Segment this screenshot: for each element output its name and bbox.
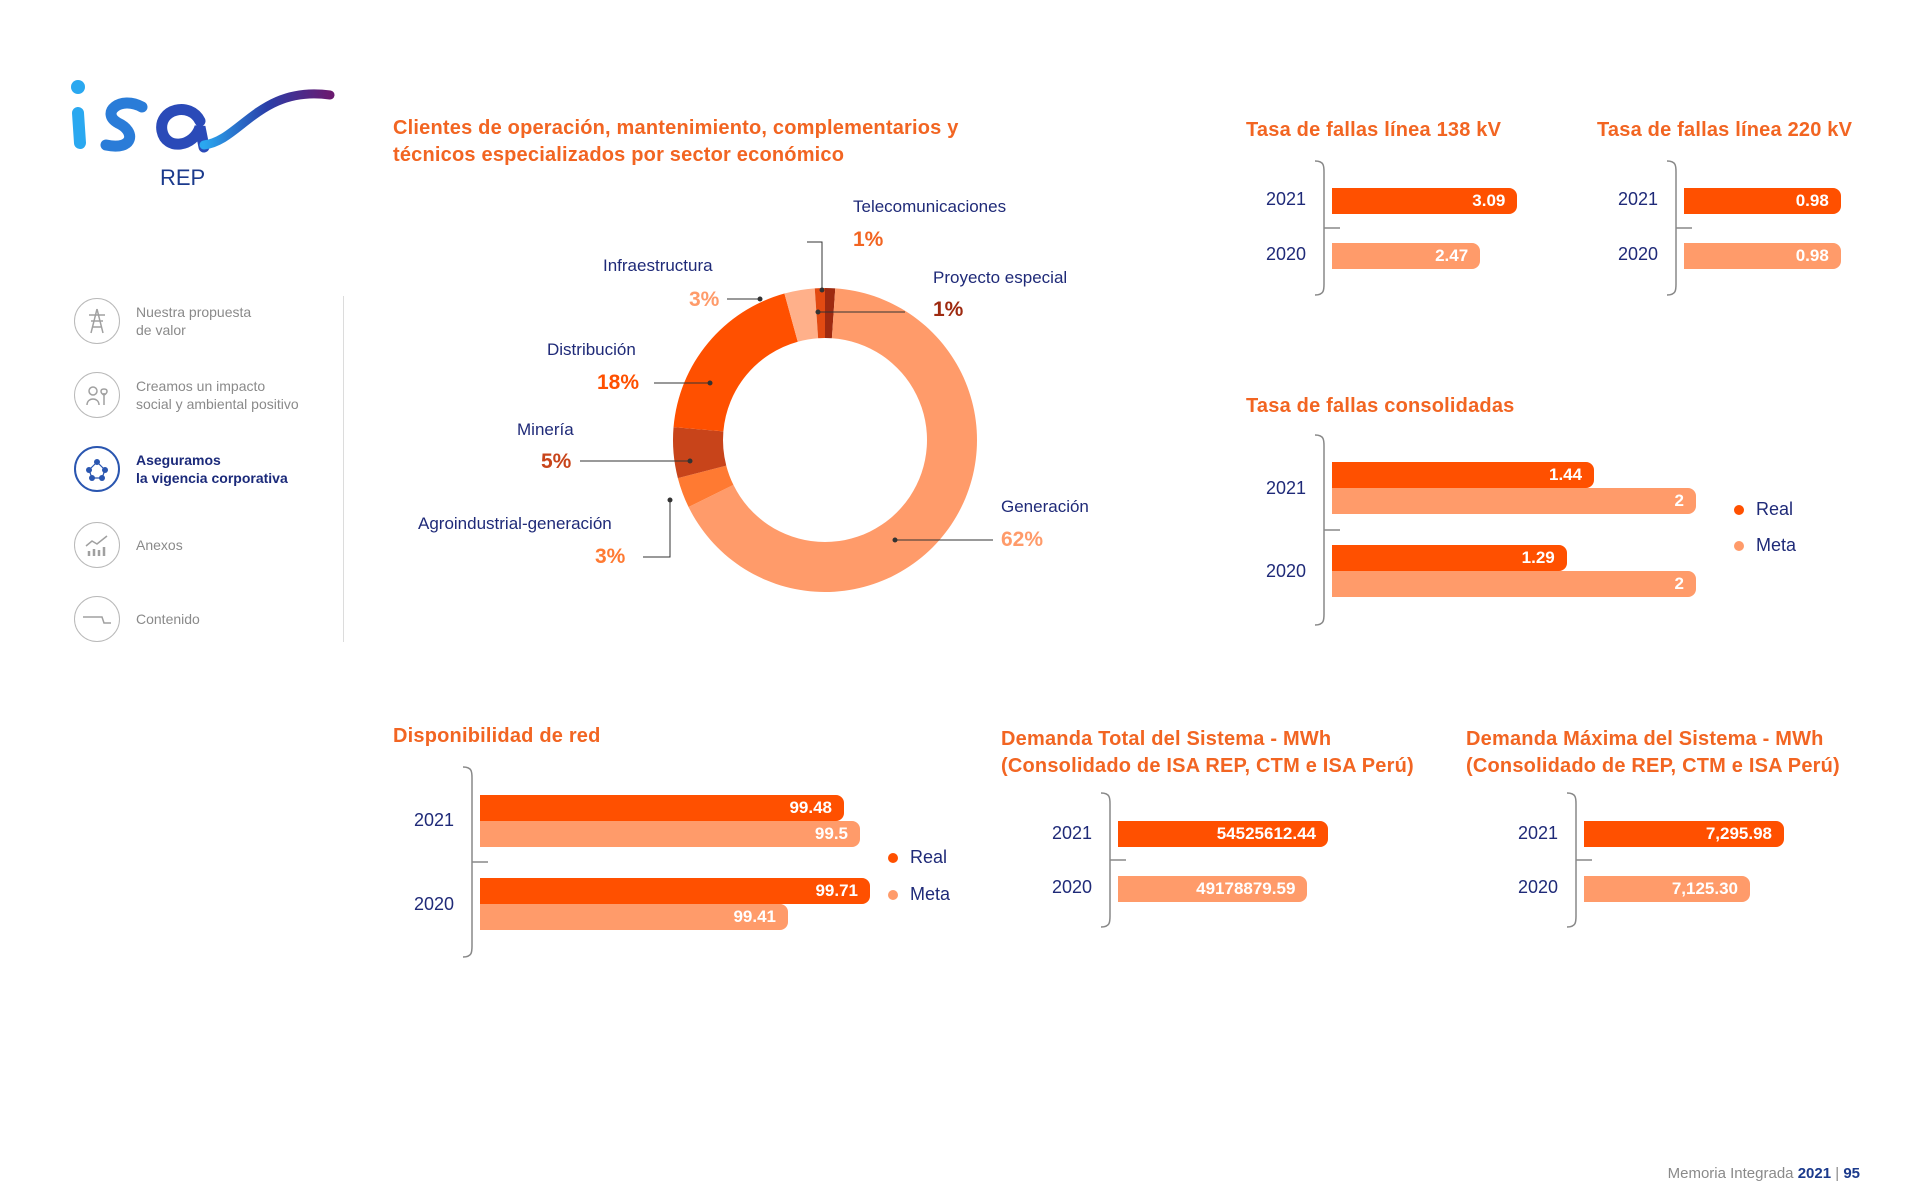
- bracket: [1314, 434, 1340, 626]
- chart-title-fallas-138: Tasa de fallas línea 138 kV: [1246, 119, 1502, 141]
- bar-consolidadas-meta-2020: 2: [1332, 571, 1696, 597]
- bar-consolidadas-meta-2021: 2: [1332, 488, 1696, 514]
- bar-fallas-220-2020: 0.98: [1684, 243, 1841, 269]
- chart-title-demanda-total: Demanda Total del Sistema - MWh (Consoli…: [1001, 728, 1414, 777]
- category-label: 2020: [1051, 877, 1092, 897]
- sidebar-item-label: Aseguramos la vigencia corporativa: [136, 452, 288, 486]
- bar-fallas-138-2020: 2.47: [1332, 243, 1481, 269]
- category-label: 2021: [1265, 189, 1306, 209]
- isa-logo: [71, 80, 335, 153]
- slice-pct-agroindustrial: 3%: [595, 545, 626, 568]
- donut-slice-distribuci-n: [673, 293, 798, 432]
- category-label: 2021: [1051, 823, 1092, 843]
- bracket: [1314, 160, 1340, 296]
- sidebar-item-label: Nuestra propuesta de valor: [136, 304, 252, 338]
- sidebar-divider: [343, 296, 344, 642]
- donut-slice-generaci-n: [688, 288, 977, 592]
- legend-dot-real: [1734, 504, 1744, 515]
- sidebar-item-label: Contenido: [136, 611, 200, 627]
- footer-year: 2021: [1797, 1165, 1832, 1182]
- people-plant-icon: [74, 372, 120, 418]
- page-number: 95: [1843, 1165, 1860, 1182]
- legend-meta: Meta: [1734, 535, 1796, 556]
- legend-dot-meta: [1734, 540, 1744, 551]
- logo-subtitle: REP: [160, 165, 206, 190]
- donut-slice-miner-a: [673, 427, 727, 479]
- sidebar-item-label: Anexos: [136, 537, 183, 553]
- slice-pct-generacion: 62%: [1001, 528, 1044, 551]
- sidebar-item-label: Creamos un impacto social y ambiental po…: [136, 378, 299, 412]
- chart-title-demanda-maxima: Demanda Máxima del Sistema - MWh (Consol…: [1466, 728, 1840, 777]
- bracket: [1666, 160, 1692, 296]
- bar-consolidadas-real-2021: 1.44: [1332, 462, 1595, 488]
- bar-demanda-total-2020: 49178879.59: [1118, 876, 1308, 902]
- chart-title-fallas-220: Tasa de fallas línea 220 kV: [1597, 119, 1853, 141]
- slice-pct-infraestructura: 3%: [689, 288, 720, 311]
- chart-title-clientes: Clientes de operación, mantenimiento, co…: [393, 117, 959, 166]
- category-label: 2021: [1517, 823, 1558, 843]
- slice-label-telecomunicaciones: Telecomunicaciones: [853, 197, 1007, 216]
- chart-title-fallas-consolidadas: Tasa de fallas consolidadas: [1246, 395, 1515, 417]
- slice-pct-telecomunicaciones: 1%: [853, 228, 884, 251]
- slice-label-infraestructura: Infraestructura: [603, 256, 713, 275]
- transmission-tower-icon: [74, 298, 120, 344]
- donut-slice-proyecto-especial: [825, 288, 836, 339]
- legend-meta: Meta: [888, 884, 950, 905]
- contents-icon: [74, 596, 120, 642]
- bar-demanda-total-2021: 54525612.44: [1118, 821, 1328, 847]
- chart-trend-icon: [74, 522, 120, 568]
- slice-label-agroindustrial: Agroindustrial-generación: [418, 514, 612, 533]
- category-label: 2020: [1617, 244, 1658, 264]
- category-label: 2020: [1517, 877, 1558, 897]
- donut-slice-agroindustrial-generaci-n: [677, 465, 734, 507]
- slice-pct-distribucion: 18%: [597, 371, 640, 394]
- category-label: 2020: [1265, 244, 1306, 264]
- bracket: [1566, 792, 1592, 928]
- slice-label-generacion: Generación: [1001, 497, 1089, 516]
- bar-disponibilidad-meta-2021: 99.5: [480, 821, 860, 847]
- bracket: [462, 766, 488, 958]
- donut-slice-infraestructura: [784, 288, 819, 342]
- slice-label-distribucion: Distribución: [547, 340, 636, 359]
- bar-disponibilidad-real-2020: 99.71: [480, 878, 870, 904]
- sidebar-item-propuesta[interactable]: Nuestra propuesta de valor: [74, 298, 336, 344]
- category-label: 2021: [413, 810, 454, 830]
- bar-demanda-maxima-2020: 7,125.30: [1584, 876, 1751, 902]
- legend-real: Real: [1734, 499, 1793, 520]
- legend-dot-meta: [888, 889, 898, 900]
- bracket: [1100, 792, 1126, 928]
- bar-disponibilidad-meta-2020: 99.41: [480, 904, 788, 930]
- category-label: 2021: [1617, 189, 1658, 209]
- corporate-network-icon: [74, 446, 120, 492]
- legend-dot-real: [888, 852, 898, 863]
- category-label: 2020: [1265, 561, 1306, 581]
- bar-fallas-220-2021: 0.98: [1684, 188, 1841, 214]
- slice-label-proyecto-especial: Proyecto especial: [933, 268, 1068, 287]
- bar-fallas-138-2021: 3.09: [1332, 188, 1518, 214]
- slice-pct-proyecto-especial: 1%: [933, 298, 964, 321]
- bar-consolidadas-real-2020: 1.29: [1332, 545, 1567, 571]
- sidebar-item-anexos[interactable]: Anexos: [74, 522, 336, 568]
- category-label: 2020: [413, 894, 454, 914]
- footer-separator: |: [1835, 1165, 1840, 1182]
- page-footer: Memoria Integrada 2021 | 95: [1668, 1165, 1860, 1182]
- sidebar-item-contenido[interactable]: Contenido: [74, 596, 336, 642]
- slice-pct-mineria: 5%: [541, 450, 572, 473]
- bar-disponibilidad-real-2021: 99.48: [480, 795, 844, 821]
- sidebar-item-impacto[interactable]: Creamos un impacto social y ambiental po…: [74, 372, 336, 418]
- donut-chart: [673, 288, 977, 592]
- legend-real: Real: [888, 847, 947, 868]
- footer-text: Memoria Integrada: [1667, 1165, 1794, 1182]
- slice-label-mineria: Minería: [517, 420, 574, 439]
- bar-demanda-maxima-2021: 7,295.98: [1584, 821, 1784, 847]
- category-label: 2021: [1265, 478, 1306, 498]
- sidebar-item-vigencia[interactable]: Aseguramos la vigencia corporativa: [74, 446, 336, 492]
- chart-title-disponibilidad: Disponibilidad de red: [393, 725, 601, 747]
